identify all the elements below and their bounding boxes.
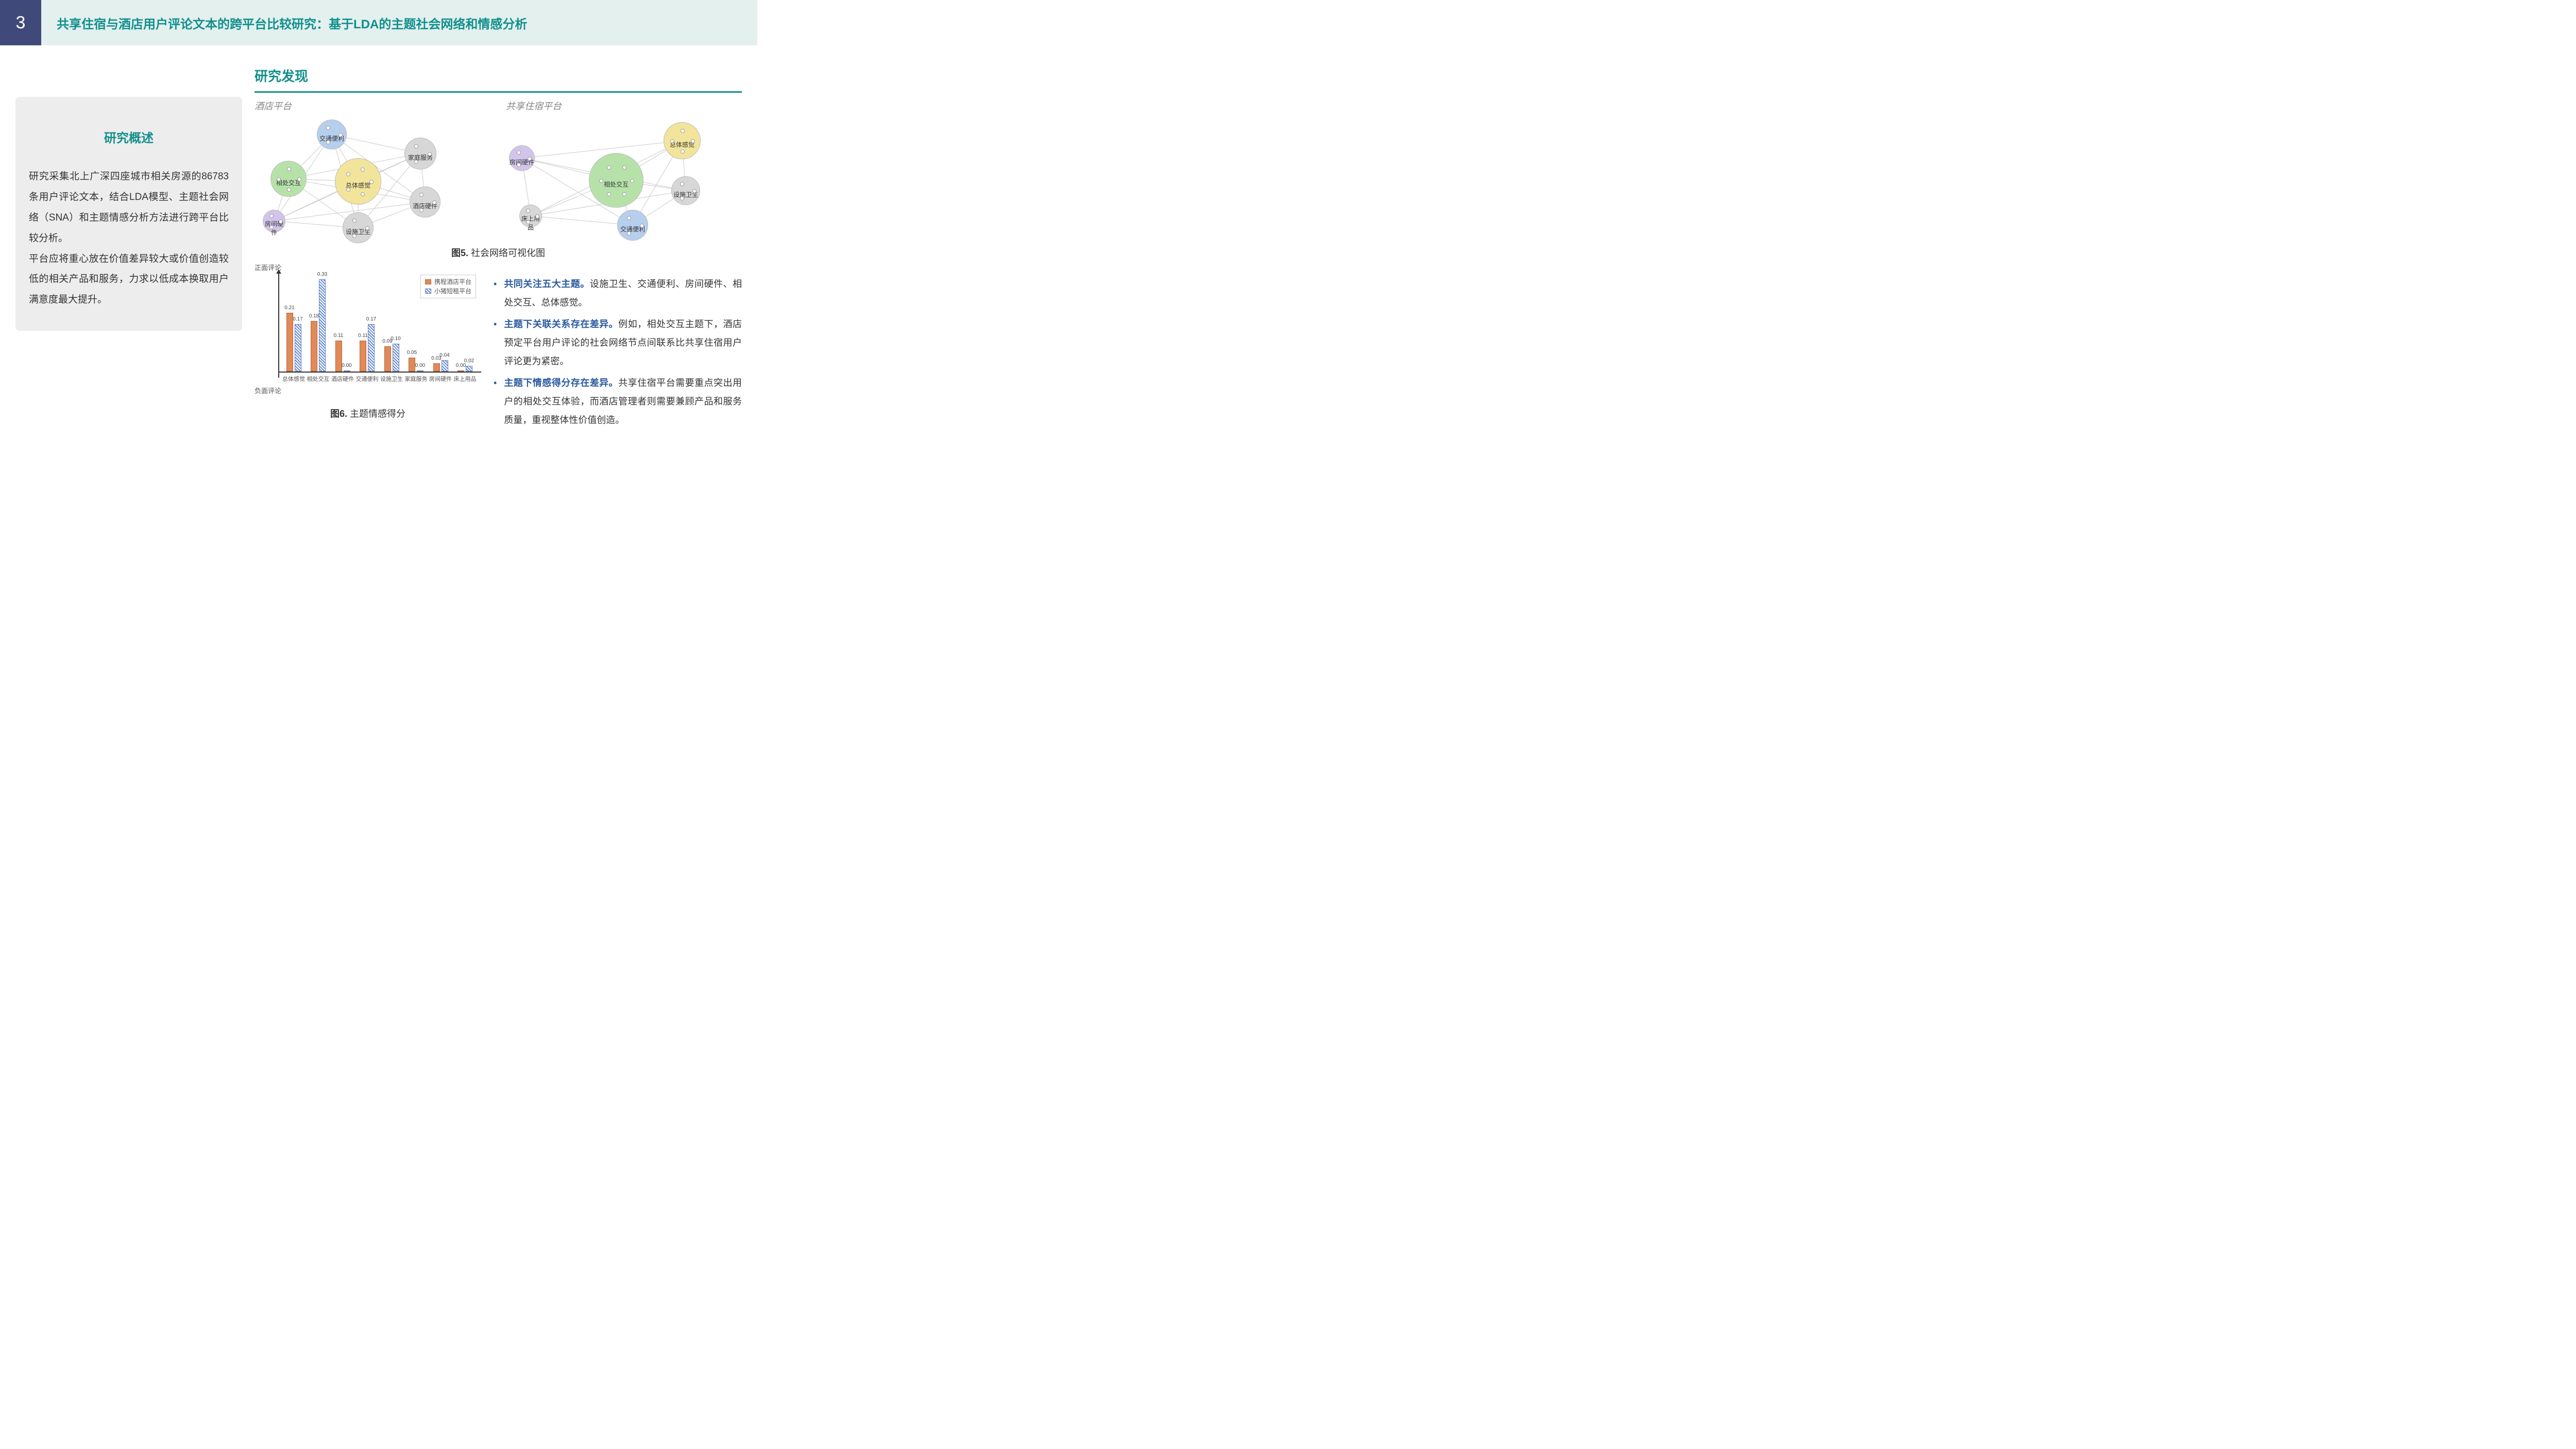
bar-series-b: 0.17 <box>295 324 301 372</box>
network-cluster: 总体感觉 <box>335 158 381 205</box>
bar-series-a: 0.03 <box>433 363 440 372</box>
bar-series-b: 0.17 <box>368 324 375 372</box>
fig6-caption: 图6. 主题情感得分 <box>255 407 481 420</box>
overview-heading: 研究概述 <box>29 128 229 146</box>
network-cluster: 交通便利 <box>617 210 648 241</box>
fig6-ylabel-bot: 负面评论 <box>255 385 281 395</box>
network-cluster: 相处交互 <box>589 153 643 208</box>
chart-category: 0.110.00酒店硬件 <box>331 341 354 372</box>
network-cluster: 酒店硬件 <box>410 187 440 217</box>
chart-category-label: 设施卫生 <box>380 375 403 383</box>
bar-series-b: 0.02 <box>466 366 472 372</box>
network-cluster: 家庭服务 <box>404 138 436 170</box>
right-column: 研究发现 酒店平台 交通便利相处交互总体感觉家庭服务酒店硬件房间硬件设施卫生 共… <box>255 66 742 432</box>
chart-category-label: 总体感觉 <box>282 375 305 383</box>
network-share: 房间硬件 总体感觉相处交互设施卫生床上用品 交通便利 <box>506 116 742 243</box>
bar-series-b: 0.00 <box>344 370 350 372</box>
bar-series-b: 0.10 <box>393 344 399 372</box>
fig6-y-axis <box>278 274 279 378</box>
bar-series-b: 0.00 <box>417 370 423 372</box>
findings-title: 研究发现 <box>255 66 742 93</box>
chart-category: 0.030.04房间硬件 <box>429 360 452 372</box>
network-cluster: 床上用品 <box>519 205 542 227</box>
network-cluster: 交通便利 <box>317 120 347 149</box>
page-number: 3 <box>0 0 41 45</box>
chart-category-label: 家庭服务 <box>405 375 428 383</box>
fig5-caption: 图5. 社会网络可视化图 <box>255 246 742 259</box>
bullet-dot-icon: • <box>494 374 497 429</box>
chart-category-label: 床上用品 <box>454 375 477 383</box>
bar-series-a: 0.11 <box>335 341 342 372</box>
network-cluster: 相处交互 <box>270 161 307 197</box>
network-hotel: 交通便利相处交互总体感觉家庭服务酒店硬件房间硬件 设施卫生 <box>255 116 490 243</box>
fig6-legend: 携程酒店平台 小猪短租平台 <box>420 275 476 298</box>
bar-series-a: 0.18 <box>311 321 317 372</box>
fig5-left-label: 酒店平台 <box>255 99 490 112</box>
figure5-row: 酒店平台 交通便利相处交互总体感觉家庭服务酒店硬件房间硬件设施卫生 共享住宿平台… <box>255 99 742 243</box>
bar-series-a: 0.09 <box>384 346 391 372</box>
bar-series-a: 0.21 <box>286 313 293 372</box>
network-cluster: 设施卫生 <box>671 176 700 205</box>
left-column: 研究概述 研究采集北上广深四座城市相关房源的86783条用户评论文本，结合LDA… <box>15 66 242 432</box>
bar-series-a: 0.11 <box>360 341 366 372</box>
fig5-left: 酒店平台 交通便利相处交互总体感觉家庭服务酒店硬件房间硬件 设施卫生 <box>255 99 490 243</box>
chart-category: 0.180.33相处交互 <box>307 279 330 372</box>
bullet-dot-icon: • <box>494 275 497 312</box>
overview-para-1: 研究采集北上广深四座城市相关房源的86783条用户评论文本，结合LDA模型、主题… <box>29 166 229 249</box>
network-cluster: 总体感觉 <box>664 122 701 159</box>
fig6-chart: 正面评论 0.210.17总体感觉0.180.33相处交互0.110.00酒店硬… <box>255 264 481 432</box>
fig5-right: 共享住宿平台 房间硬件 总体感觉相处交互设施卫生床上用品 交通便利 <box>506 99 742 243</box>
bar-series-b: 0.33 <box>319 279 326 372</box>
chart-category-label: 房间硬件 <box>429 375 452 383</box>
chart-category-label: 交通便利 <box>356 375 379 383</box>
fig5-right-label: 共享住宿平台 <box>506 99 742 112</box>
finding-bullet: •主题下关联关系存在差异。例如，相处交互主题下，酒店预定平台用户评论的社会网络节… <box>494 315 742 370</box>
chart-category-label: 相处交互 <box>307 375 330 383</box>
chart-category: 0.050.00家庭服务 <box>405 358 428 372</box>
network-cluster: 设施卫生 <box>343 212 374 243</box>
network-cluster: 房间硬件 <box>509 145 535 171</box>
bottom-row: 正面评论 0.210.17总体感觉0.180.33相处交互0.110.00酒店硬… <box>255 264 742 432</box>
bullet-dot-icon: • <box>494 315 497 370</box>
chart-category-label: 酒店硬件 <box>331 375 354 383</box>
overview-box: 研究概述 研究采集北上广深四座城市相关房源的86783条用户评论文本，结合LDA… <box>15 97 242 331</box>
network-cluster: 房间硬件 <box>263 210 285 232</box>
bar-series-a: 0.05 <box>409 358 415 372</box>
overview-para-2: 平台应将重心放在价值差异较大或价值创造较低的相关产品和服务，力求以低成本换取用户… <box>29 249 229 311</box>
fig6-x-axis <box>278 372 481 373</box>
finding-bullet: •主题下情感得分存在差异。共享住宿平台需要重点突出用户的相处交互体验，而酒店管理… <box>494 374 742 429</box>
slide-title: 共享住宿与酒店用户评论文本的跨平台比较研究：基于LDA的主题社会网络和情感分析 <box>41 14 527 32</box>
slide-header: 3 共享住宿与酒店用户评论文本的跨平台比较研究：基于LDA的主题社会网络和情感分… <box>0 0 757 45</box>
bar-series-a: 0.00 <box>457 370 464 372</box>
chart-category: 0.000.02床上用品 <box>454 366 477 372</box>
findings-bullets: •共同关注五大主题。设施卫生、交通便利、房间硬件、相处交互、总体感觉。•主题下关… <box>492 264 742 432</box>
main-content: 研究概述 研究采集北上广深四座城市相关房源的86783条用户评论文本，结合LDA… <box>0 45 757 432</box>
chart-category: 0.110.17交通便利 <box>356 324 379 372</box>
chart-category: 0.090.10设施卫生 <box>380 344 403 372</box>
chart-category: 0.210.17总体感觉 <box>282 313 305 372</box>
bar-series-b: 0.04 <box>442 360 448 372</box>
finding-bullet: •共同关注五大主题。设施卫生、交通便利、房间硬件、相处交互、总体感觉。 <box>494 275 742 312</box>
